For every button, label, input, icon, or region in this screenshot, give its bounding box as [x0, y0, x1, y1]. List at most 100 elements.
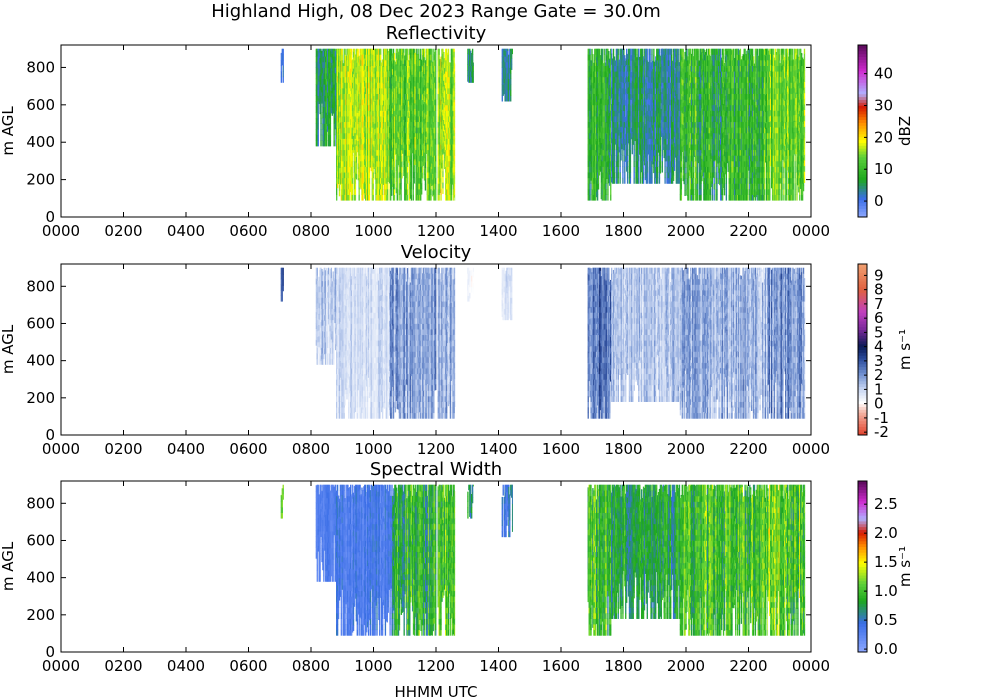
heatmap-cell [357, 101, 359, 108]
heatmap-cell [375, 110, 377, 117]
heatmap-cell [350, 146, 352, 153]
heatmap-cell [441, 156, 443, 163]
heatmap-cell [387, 97, 389, 104]
heatmap-cell [347, 160, 349, 167]
heatmap-cell [394, 70, 397, 77]
heatmap-cell [350, 113, 352, 120]
heatmap-cell [420, 183, 422, 190]
heatmap-cell [391, 136, 394, 143]
heatmap-cell [380, 104, 382, 111]
heatmap-cell [372, 65, 374, 72]
heatmap-cell [340, 188, 343, 195]
heatmap-cell [364, 74, 366, 81]
heatmap-cell [437, 88, 439, 95]
heatmap-cell [394, 143, 397, 150]
heatmap-cell [320, 112, 322, 119]
heatmap-cell [435, 99, 437, 106]
heatmap-cell [337, 155, 340, 162]
heatmap-cell [353, 177, 356, 184]
heatmap-cell [324, 56, 326, 63]
heatmap-cell [406, 48, 409, 55]
heatmap-cell [337, 49, 340, 56]
heatmap-cell [510, 95, 512, 102]
heatmap-cell [378, 121, 380, 128]
heatmap-cell [371, 121, 373, 128]
heatmap-cell [380, 65, 382, 72]
heatmap-cell [377, 172, 379, 179]
heatmap-cell [434, 59, 436, 66]
heatmap-cell [372, 110, 374, 117]
heatmap-cell [395, 148, 398, 155]
heatmap-cell [357, 95, 359, 102]
heatmap-cell [320, 67, 322, 74]
heatmap-cell [375, 177, 377, 184]
heatmap-cell [354, 121, 357, 128]
heatmap-cell [368, 127, 371, 134]
heatmap-cell [318, 53, 320, 60]
heatmap-cell [391, 178, 393, 185]
heatmap-cell [329, 50, 332, 57]
heatmap-cell [365, 188, 367, 195]
heatmap-cell [338, 111, 341, 118]
heatmap-cell [437, 121, 439, 128]
heatmap-cell [388, 99, 390, 106]
heatmap-cell [372, 88, 374, 95]
heatmap-cell [418, 116, 420, 123]
heatmap-cell [393, 132, 396, 139]
heatmap-cell [412, 59, 414, 66]
heatmap-cell [472, 62, 474, 66]
heatmap-cell [356, 118, 358, 125]
heatmap-cell [364, 170, 366, 177]
heatmap-cell [429, 127, 431, 134]
heatmap-cell [350, 90, 352, 97]
heatmap-cell [353, 116, 356, 123]
heatmap-cell [403, 158, 405, 165]
heatmap-cell [324, 67, 326, 74]
heatmap-cell [369, 71, 372, 78]
heatmap-cell [408, 59, 411, 66]
heatmap-cell [348, 71, 350, 78]
heatmap-cell [347, 71, 349, 78]
heatmap-cell [398, 138, 400, 145]
heatmap-cell [366, 160, 369, 167]
heatmap-cell [440, 183, 442, 190]
heatmap-cell [379, 149, 381, 156]
heatmap-cell [366, 144, 368, 151]
heatmap-cell [379, 155, 381, 162]
heatmap-cell [369, 161, 372, 168]
heatmap-cell [379, 172, 381, 179]
heatmap-cell [338, 145, 341, 152]
heatmap-cell [406, 88, 409, 95]
heatmap-cell [423, 140, 426, 147]
heatmap-cell [351, 121, 354, 128]
heatmap-cell [453, 57, 455, 64]
heatmap-cell [325, 61, 327, 68]
heatmap-cell [390, 155, 392, 162]
heatmap-cell [334, 72, 336, 79]
heatmap-cell [330, 48, 333, 52]
heatmap-cell [320, 56, 322, 63]
heatmap-cell [389, 76, 391, 83]
heatmap-cell [414, 108, 416, 115]
heatmap-cell [626, 155, 629, 162]
heatmap-cell [431, 129, 433, 136]
heatmap-cell [358, 194, 360, 201]
heatmap-cell [425, 114, 428, 121]
heatmap-cell [410, 155, 413, 162]
heatmap-cell [433, 138, 435, 145]
heatmap-cell [423, 112, 426, 119]
heatmap-cell [335, 106, 337, 113]
heatmap-cell [344, 104, 346, 111]
heatmap-cell [608, 51, 610, 55]
heatmap-cell [388, 160, 390, 167]
heatmap-cell [411, 124, 413, 131]
heatmap-cell [389, 70, 391, 77]
heatmap-cell [427, 166, 429, 173]
heatmap-cell [377, 132, 379, 139]
heatmap-cell [439, 153, 441, 160]
heatmap-cell [432, 139, 434, 146]
heatmap-cell [367, 144, 370, 151]
heatmap-cell [370, 86, 373, 93]
heatmap-cell [383, 172, 386, 179]
